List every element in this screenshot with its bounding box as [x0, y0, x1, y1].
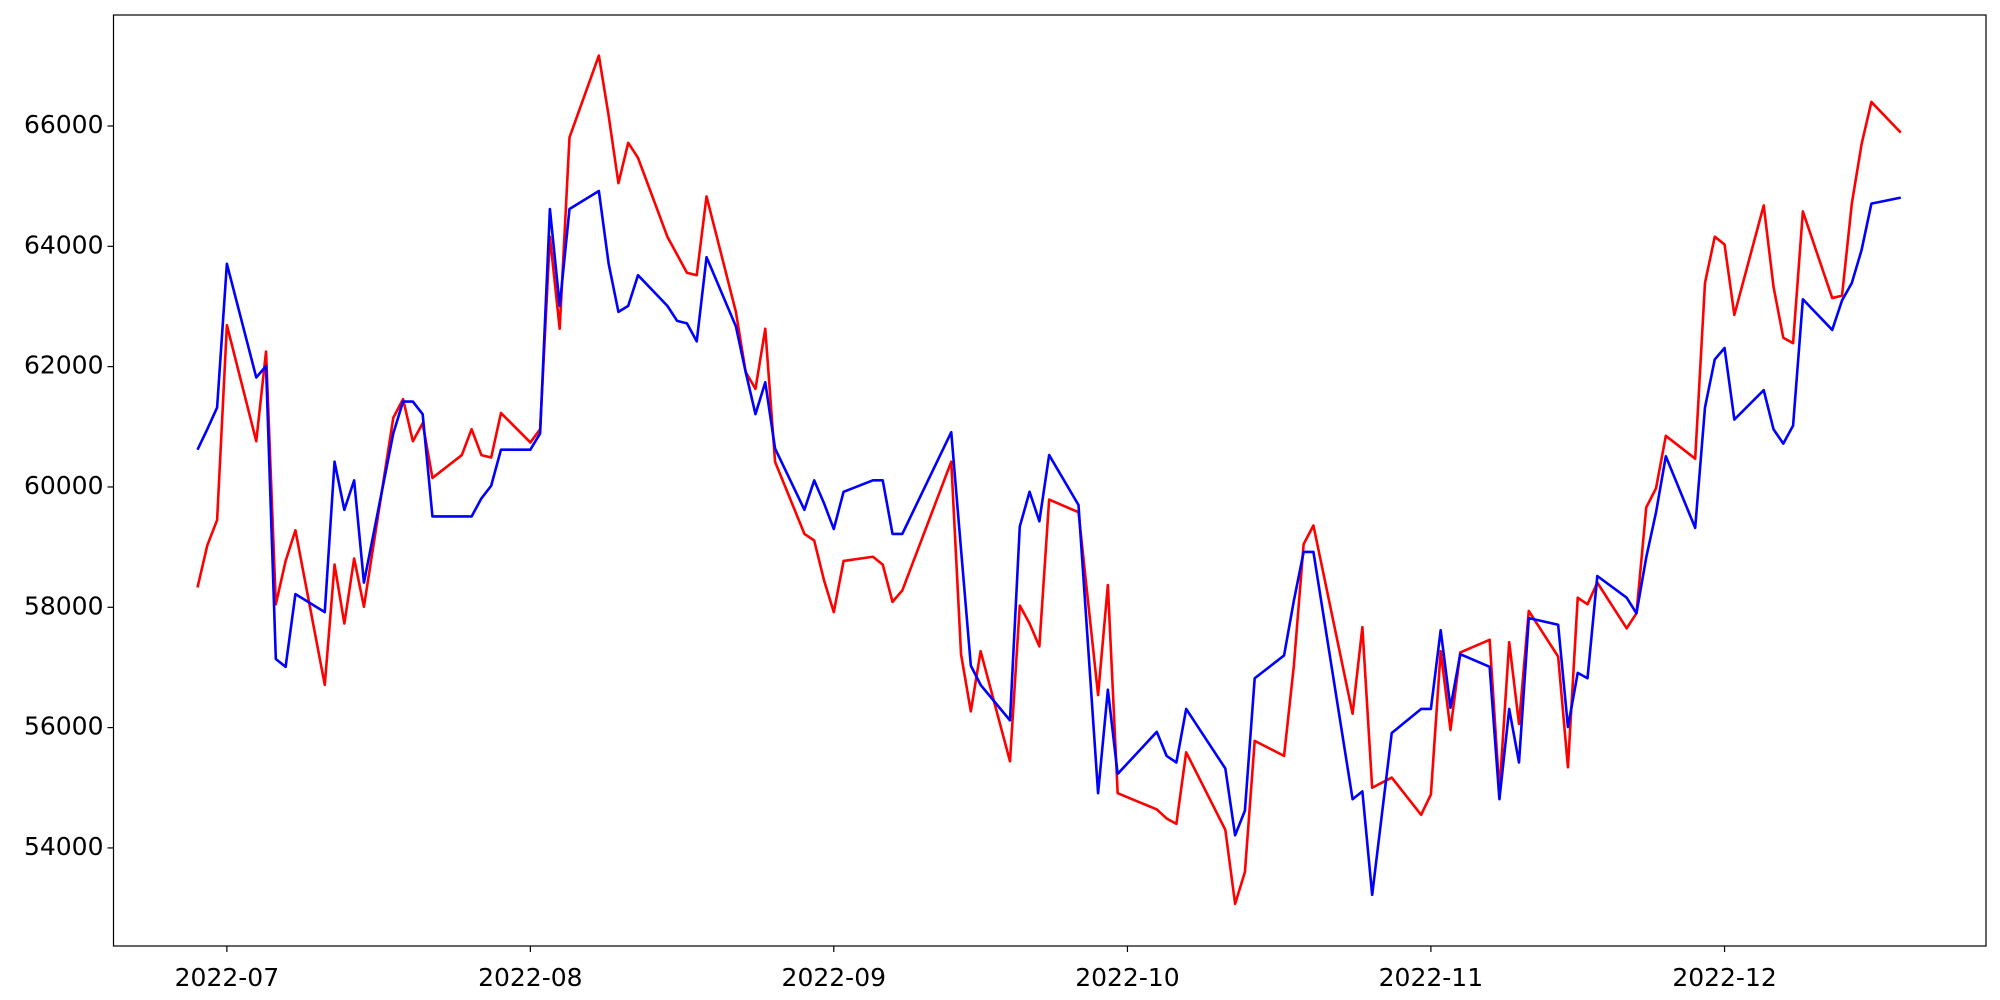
- y-tick-label: 58000: [24, 591, 104, 620]
- x-tick-label: 2022-11: [1379, 963, 1483, 992]
- x-tick-label: 2022-08: [478, 963, 582, 992]
- y-tick-label: 62000: [24, 351, 104, 380]
- line-series: [196, 54, 1902, 906]
- x-tick-label: 2022-12: [1672, 963, 1776, 992]
- x-tick-label: 2022-10: [1075, 963, 1179, 992]
- x-tick-label: 2022-07: [175, 963, 279, 992]
- x-tick-label: 2022-09: [782, 963, 886, 992]
- plot-frame: [112, 14, 1987, 947]
- y-tick-label: 64000: [24, 230, 104, 259]
- y-tick-label: 56000: [24, 712, 104, 741]
- y-tick-label: 66000: [24, 110, 104, 139]
- line-series: [196, 189, 1902, 897]
- y-tick-label: 60000: [24, 471, 104, 500]
- y-tick-label: 54000: [24, 832, 104, 861]
